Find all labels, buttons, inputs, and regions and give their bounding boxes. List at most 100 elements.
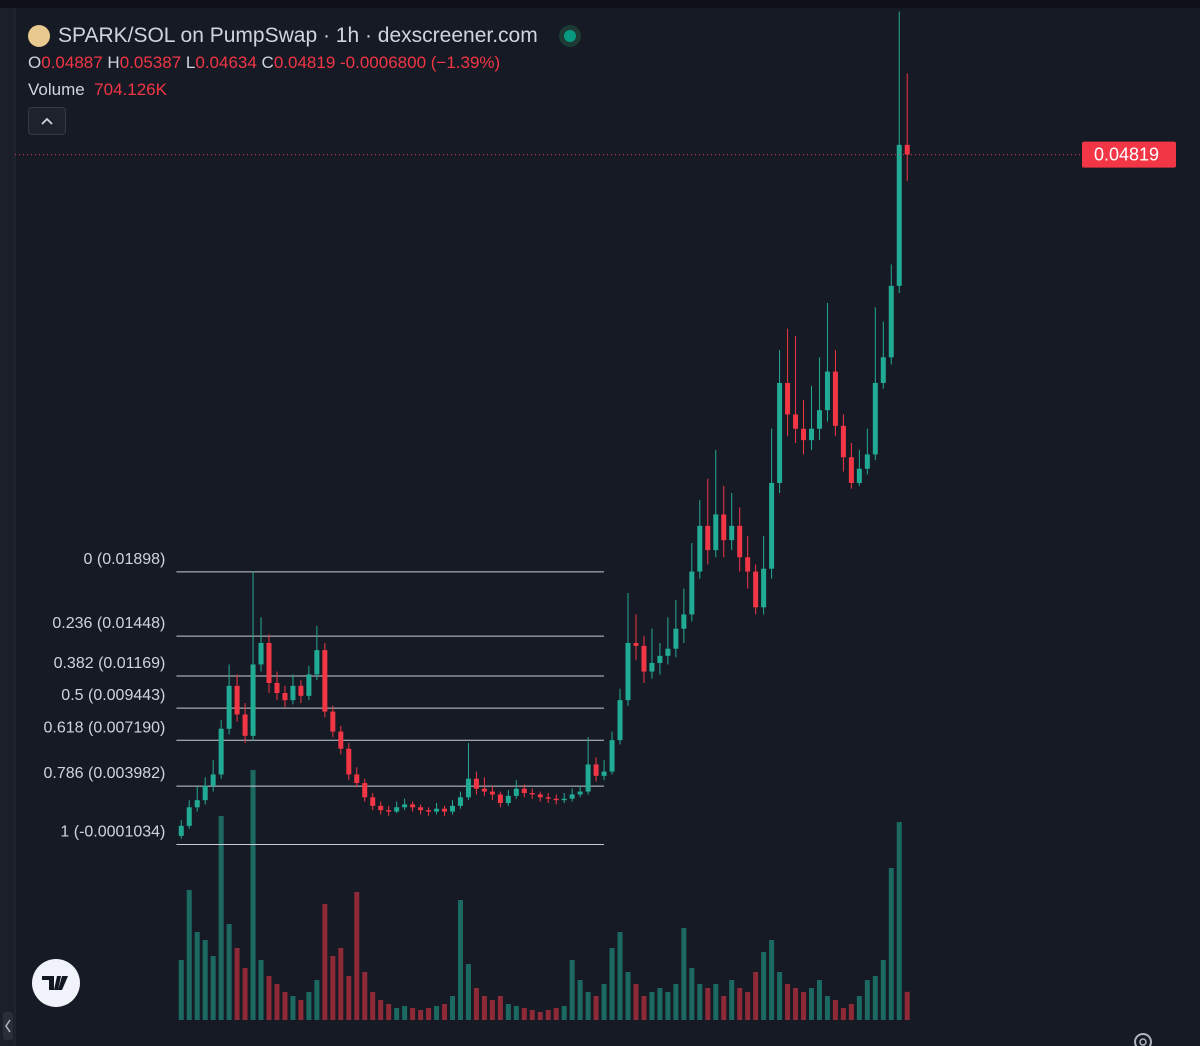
candle-body	[888, 285, 894, 358]
candle-body	[210, 774, 216, 786]
settings-icon[interactable]	[1134, 1033, 1152, 1046]
candle-body	[418, 807, 424, 811]
sidebar-toggle[interactable]	[3, 1012, 13, 1040]
volume-bar	[737, 988, 743, 1020]
fib-label: 1 (-0.0001034)	[60, 823, 165, 840]
volume-bar	[824, 996, 830, 1020]
collapse-icon	[41, 117, 53, 125]
candle-body	[394, 807, 400, 812]
left-strip	[0, 8, 14, 1046]
candle-body	[880, 357, 886, 383]
candle-body	[713, 514, 719, 551]
volume-bar	[625, 972, 631, 1020]
candle-body	[338, 731, 344, 749]
candle-body	[617, 700, 623, 741]
volume-bar	[394, 1008, 400, 1020]
candle-body	[194, 800, 200, 808]
candle-body	[633, 643, 639, 646]
candle-body	[689, 571, 695, 615]
candle-body	[785, 383, 791, 415]
volume-bar	[888, 868, 894, 1020]
candle-body	[306, 674, 312, 696]
volume-bar	[402, 1006, 408, 1020]
candle-body	[649, 663, 655, 672]
fib-label: 0 (0.01898)	[84, 551, 166, 568]
volume-bar	[322, 904, 328, 1020]
last-price-box	[1082, 141, 1176, 168]
candle-body	[545, 797, 551, 799]
volume-bar	[617, 932, 623, 1020]
candle-body	[410, 804, 416, 808]
candle-body	[322, 650, 328, 712]
candles	[178, 11, 910, 839]
candle-body	[625, 643, 631, 701]
volume-bar	[577, 980, 583, 1020]
volume-bar	[585, 992, 591, 1020]
candle-body	[721, 514, 727, 541]
candle-body	[761, 568, 767, 608]
volume-bar	[745, 992, 751, 1020]
candle-body	[386, 810, 392, 812]
candle-body	[330, 711, 336, 732]
candle-body	[178, 825, 184, 836]
candle-body	[290, 685, 296, 701]
volume-bar	[769, 940, 775, 1020]
candle-body	[218, 728, 224, 775]
volume-pane	[178, 770, 910, 1020]
candle-body	[896, 144, 902, 286]
volume-legend: Volume 704.126K	[28, 80, 167, 100]
token-icon	[28, 25, 50, 47]
candle-body	[250, 664, 256, 736]
volume-label: Volume	[28, 80, 85, 99]
volume-bar	[561, 1006, 567, 1020]
candle-body	[673, 628, 679, 649]
candle-body	[314, 650, 320, 675]
volume-bar	[753, 972, 759, 1020]
volume-bar	[689, 968, 695, 1020]
candle-body	[426, 810, 432, 812]
volume-bar	[426, 1008, 432, 1020]
volume-bar	[202, 940, 208, 1020]
fib-label: 0.786 (0.003982)	[44, 765, 166, 782]
candle-body	[370, 797, 376, 806]
volume-bar	[793, 988, 799, 1020]
candle-body	[697, 525, 703, 572]
candle-body	[657, 655, 663, 663]
candle-body	[593, 764, 599, 776]
open-value: 0.04887	[41, 53, 103, 72]
candle-body	[465, 778, 471, 798]
volume-bar	[880, 960, 886, 1020]
candle-body	[601, 771, 607, 776]
volume-bar	[593, 996, 599, 1020]
candle-body	[346, 748, 352, 775]
volume-bar	[832, 1000, 838, 1020]
candle-body	[561, 798, 567, 801]
candle-body	[402, 804, 408, 808]
low-label: L	[185, 53, 196, 72]
volume-bar	[378, 1000, 384, 1020]
volume-bar	[258, 960, 264, 1020]
candle-body	[234, 685, 240, 715]
candle-body	[489, 791, 495, 795]
volume-bar	[457, 900, 463, 1020]
fib-label: 0.236 (0.01448)	[52, 615, 165, 632]
volume-bar	[808, 988, 814, 1020]
volume-bar	[298, 1000, 304, 1020]
volume-bar	[282, 992, 288, 1020]
volume-bar	[729, 980, 735, 1020]
candle-body	[442, 808, 448, 812]
collapse-button[interactable]	[28, 107, 66, 135]
volume-bar	[553, 1008, 559, 1020]
volume-bar	[234, 948, 240, 1020]
candle-body	[864, 454, 870, 469]
volume-bar	[210, 956, 216, 1020]
volume-bar	[194, 932, 200, 1020]
candle-body	[186, 807, 192, 826]
volume-bar	[178, 960, 184, 1020]
candle-body	[856, 468, 862, 483]
volume-bar	[840, 1008, 846, 1020]
candle-body	[824, 371, 830, 411]
candle-body	[777, 383, 783, 483]
volume-bar	[697, 984, 703, 1020]
